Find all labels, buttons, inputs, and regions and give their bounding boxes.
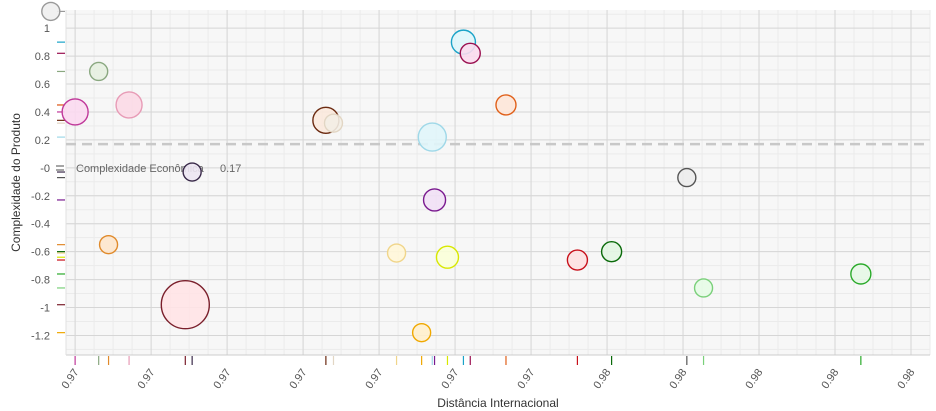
reference-line-value: 0.17 xyxy=(220,163,241,175)
x-tick-label: 0.98 xyxy=(895,367,917,391)
y-tick-label: 0.8 xyxy=(35,51,50,63)
data-point xyxy=(41,1,61,22)
x-tick-labels: 0.97 0.97 0.97 0.97 0.97 0.97 0.97 0.98 0.98 0.98… xyxy=(59,367,917,391)
data-point xyxy=(495,94,517,116)
y-tick-label: -0.6 xyxy=(31,247,50,259)
data-point xyxy=(600,240,623,263)
y-tick-label: -0.8 xyxy=(31,275,50,287)
x-tick-label: 0.97 xyxy=(59,367,81,391)
y-axis-title: Complexidade do Produto xyxy=(9,113,23,252)
y-tick-label: -0 xyxy=(40,163,50,175)
y-tick-label: -1 xyxy=(40,303,50,315)
data-point xyxy=(386,243,407,263)
x-tick-label: 0.98 xyxy=(591,367,613,391)
data-point xyxy=(417,122,447,152)
y-tick-label: -0.4 xyxy=(31,219,50,231)
data-point xyxy=(411,322,432,343)
x-tick-label: 0.97 xyxy=(211,367,233,391)
y-tick-label: -0.2 xyxy=(31,191,50,203)
data-point xyxy=(160,280,211,330)
y-rug-marks xyxy=(57,10,65,334)
data-point xyxy=(88,61,109,82)
data-point xyxy=(566,249,589,271)
data-point xyxy=(422,188,447,212)
plot-background xyxy=(66,10,930,355)
x-tick-label: 0.97 xyxy=(515,367,537,391)
y-tick-labels: 1 0.8 0.6 0.4 0.2 -0 -0.2 -0.4 -0.6 -0.8 -1 -1.2 xyxy=(31,23,50,342)
y-tick-label: 0.2 xyxy=(35,135,50,147)
data-point xyxy=(850,263,872,285)
reference-line-label: Complexidade Econômica xyxy=(76,163,205,175)
grid-lines xyxy=(65,10,931,356)
x-tick-label: 0.97 xyxy=(439,367,461,391)
x-rug-marks xyxy=(74,356,862,365)
y-tick-label: 1 xyxy=(44,23,50,35)
x-tick-label: 0.97 xyxy=(287,367,309,391)
x-tick-label: 0.97 xyxy=(135,367,157,391)
data-point xyxy=(61,98,89,126)
data-points xyxy=(41,1,872,343)
x-axis-title: Distância Internacional xyxy=(437,396,558,410)
y-tick-label: -1.2 xyxy=(31,330,50,342)
data-point xyxy=(182,162,202,182)
data-point xyxy=(459,42,481,64)
data-point xyxy=(677,167,697,188)
data-point xyxy=(98,234,119,255)
data-point xyxy=(693,278,714,298)
reference-line: Complexidade Econômica 0.17 xyxy=(56,142,930,175)
y-tick-label: 0.6 xyxy=(35,79,50,91)
y-tick-label: 0.4 xyxy=(35,107,50,119)
x-tick-label: 0.98 xyxy=(819,367,841,391)
data-point xyxy=(323,113,344,133)
x-tick-label: 0.98 xyxy=(667,367,689,391)
data-point xyxy=(115,91,143,119)
x-tick-label: 0.98 xyxy=(743,367,765,391)
x-tick-label: 0.97 xyxy=(363,367,385,391)
data-point xyxy=(435,245,460,269)
